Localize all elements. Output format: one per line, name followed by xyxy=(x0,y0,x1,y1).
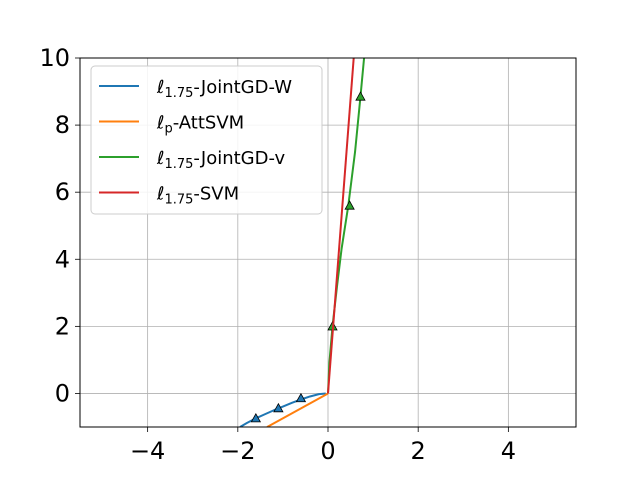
y-tick-label: 0 xyxy=(55,379,70,407)
y-tick-label: 6 xyxy=(55,178,70,206)
legend-label-3: ℓ1.75-SVM xyxy=(156,184,239,208)
x-tick-label: −4 xyxy=(130,437,165,465)
y-tick-label: 10 xyxy=(39,44,70,72)
x-axis-ticks: −4 −2 0 2 4 xyxy=(130,427,516,465)
x-tick-label: 4 xyxy=(501,437,516,465)
x-tick-label: 2 xyxy=(411,437,426,465)
series-marker-2 xyxy=(355,91,366,101)
series-layer xyxy=(239,58,366,427)
y-tick-label: 4 xyxy=(55,245,70,273)
x-tick-label: −2 xyxy=(220,437,255,465)
legend-label-0: ℓ1.75-JointGD-W xyxy=(156,77,292,101)
series-marker-0 xyxy=(295,392,307,403)
y-axis-ticks: 0 2 4 6 8 10 xyxy=(39,44,80,407)
series-marker-0 xyxy=(250,412,262,423)
series-line-1 xyxy=(266,392,329,427)
y-tick-label: 2 xyxy=(55,312,70,340)
series-marker-0 xyxy=(273,402,284,413)
x-tick-label: 0 xyxy=(320,437,335,465)
series-line-3 xyxy=(327,58,355,394)
legend: ℓ1.75-JointGD-W ℓp-AttSVM ℓ1.75-JointGD-v ℓ… xyxy=(90,65,323,215)
legend-label-1: ℓp-AttSVM xyxy=(156,113,244,137)
y-tick-label: 8 xyxy=(55,111,70,139)
legend-box xyxy=(90,65,323,215)
legend-label-2: ℓ1.75-JointGD-v xyxy=(156,148,285,172)
series-marker-2 xyxy=(344,200,355,210)
